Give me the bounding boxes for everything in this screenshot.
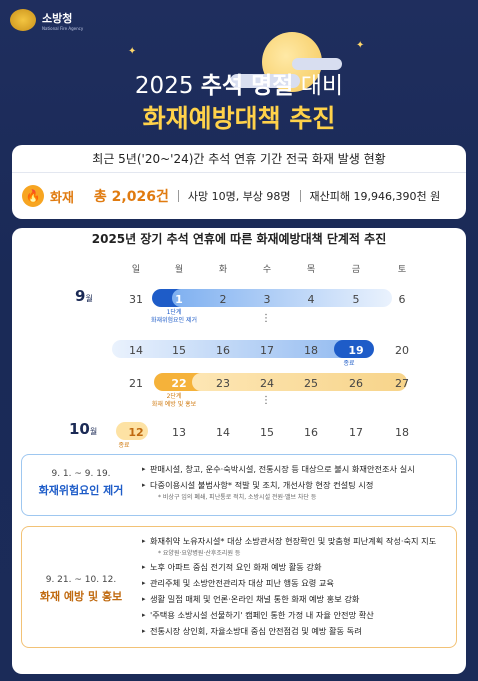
cloud-icon [230,74,300,88]
date-cell: 2 [219,293,227,306]
date-cell: 21 [129,377,143,390]
phase2-start-note: 2단계 화재 예방 및 홍보 [151,393,197,408]
star-icon: ✦ [128,46,137,57]
ellipsis: ⋮ [261,313,271,324]
star-icon: ✦ [356,40,365,51]
stats-card: 최근 5년('20~'24)간 추석 연휴 기간 전국 화재 발생 현황 🔥 화… [12,145,466,219]
day-header: 토 [397,265,407,275]
date-cell: 3 [263,293,271,306]
phase1-name: 화재위험요인 제거 [38,484,124,497]
date-cell: 15 [172,344,186,357]
date-cell: 17 [349,426,363,439]
date-cell: 4 [307,293,315,306]
phase2-section: 9. 21. ~ 10. 12. 화재 예방 및 홍보 화재취약 노유자시설* … [21,526,457,648]
date-cell: 14 [129,344,143,357]
flame-icon: 🔥 [22,185,44,207]
date-cell: 15 [260,426,274,439]
month-label: 10월 [69,420,98,438]
date-cell: 22 [171,377,187,390]
date-cell: 25 [304,377,318,390]
calendar: 일 월 화 수 목 금 토 9월 10월 31 1 2 3 4 5 6 14 15 16 17 18 19 20 21 22 23… [12,228,466,449]
phase1-dates: 9. 1. ~ 9. 19. [51,469,111,479]
date-cell: 31 [129,293,143,306]
date-cell: 16 [216,344,230,357]
date-cell: 24 [260,377,274,390]
phase1-item: 판매시설, 창고, 운수·숙박시설, 전통시장 등 대상으로 불시 화재안전조사… [142,463,450,475]
org-logo: 소방청 National Fire Agency [10,9,83,31]
date-cell: 26 [349,377,363,390]
date-cell: 27 [395,377,409,390]
ellipsis: ⋮ [261,395,271,406]
stats-total: 총 2,026건 [93,189,169,205]
phase2-item: 노후 아파트 중심 전기적 요인 화재 예방 활동 강화 [142,561,450,573]
date-cell: 19 [348,344,364,357]
stats-damage: 재산피해 19,946,390천 원 [309,190,441,203]
cloud-icon [292,58,342,70]
phase2-item: 전통시장 상인회, 자율소방대 중심 안전점검 및 예방 활동 독려 [142,625,450,637]
date-cell: 13 [172,426,186,439]
date-cell: 17 [260,344,274,357]
phase2-note: * 요양원·요양병원·산후조리원 등 [158,550,241,557]
phase2-end [116,422,148,440]
phase1-note: * 비상구 임의 폐쇄, 피난통로 적치, 소방시설 전원·밸브 차단 등 [158,494,317,501]
date-cell: 23 [216,377,230,390]
day-header: 금 [351,265,361,275]
day-header: 화 [218,265,228,275]
phase1-end [334,340,374,358]
phase2-item: 화재취약 노유자시설* 대상 소방관서장 현장확인 및 맞춤형 피난계획 작성·… [142,535,450,547]
day-header: 목 [306,265,316,275]
date-cell: 5 [352,293,360,306]
org-name: 소방청 [42,11,73,25]
phase1-item: 다중이용시설 불법사항* 적발 및 조치, 개선사항 현장 컨설팅 시정 [142,479,450,491]
title-line1: 2025 추석 명절 대비 [134,73,344,99]
plan-header: 2025년 장기 추석 연휴에 따른 화재예방대책 단계적 추진 [91,232,387,246]
phase2-item: 관리주체 및 소방안전관리자 대상 피난 행동 요령 교육 [142,577,450,589]
date-cell: 18 [304,344,318,357]
phase2-dates: 9. 21. ~ 10. 12. [45,575,117,585]
date-cell: 16 [304,426,318,439]
stats-header: 최근 5년('20~'24)간 추석 연휴 기간 전국 화재 발생 현황 [12,145,466,173]
phase1-start-note: 1단계 화재위험요인 제거 [150,309,198,324]
phase2-bar [192,373,407,391]
date-cell: 1 [175,293,183,306]
phase2-item: 생활 밀접 매체 및 언론·온라인 채널 통한 화재 예방 홍보 강화 [142,593,450,605]
day-header: 수 [262,265,272,275]
day-header: 월 [174,265,184,275]
phase2-item: '주택용 소방시설 선물하기' 캠페인 통한 가정 내 자율 안전망 확산 [142,609,450,621]
emblem-icon [10,9,36,31]
stats-casualty: 사망 10명, 부상 98명 [187,190,291,203]
phase2-name: 화재 예방 및 홍보 [39,590,123,603]
org-sub: National Fire Agency [42,25,84,31]
date-cell: 12 [128,426,144,439]
phase1-end-note: 종료 [343,360,355,367]
phase2-end-note: 종료 [118,442,130,449]
month-label: 9월 [75,287,93,305]
date-cell: 18 [395,426,409,439]
date-cell: 6 [398,293,406,306]
title-line2: 화재예방대책 추진 [142,104,336,133]
phase1-bar [172,289,392,307]
phase1-bar [112,340,372,358]
plan-card: 2025년 장기 추석 연휴에 따른 화재예방대책 단계적 추진 일 월 화 수 목 금 토… [12,228,466,674]
date-cell: 14 [216,426,230,439]
date-cell: 20 [395,344,409,357]
stats-label: 화재 [50,190,74,206]
day-header: 일 [131,265,141,275]
phase1-section: 9. 1. ~ 9. 19. 화재위험요인 제거 판매시설, 창고, 운수·숙박… [21,454,457,516]
